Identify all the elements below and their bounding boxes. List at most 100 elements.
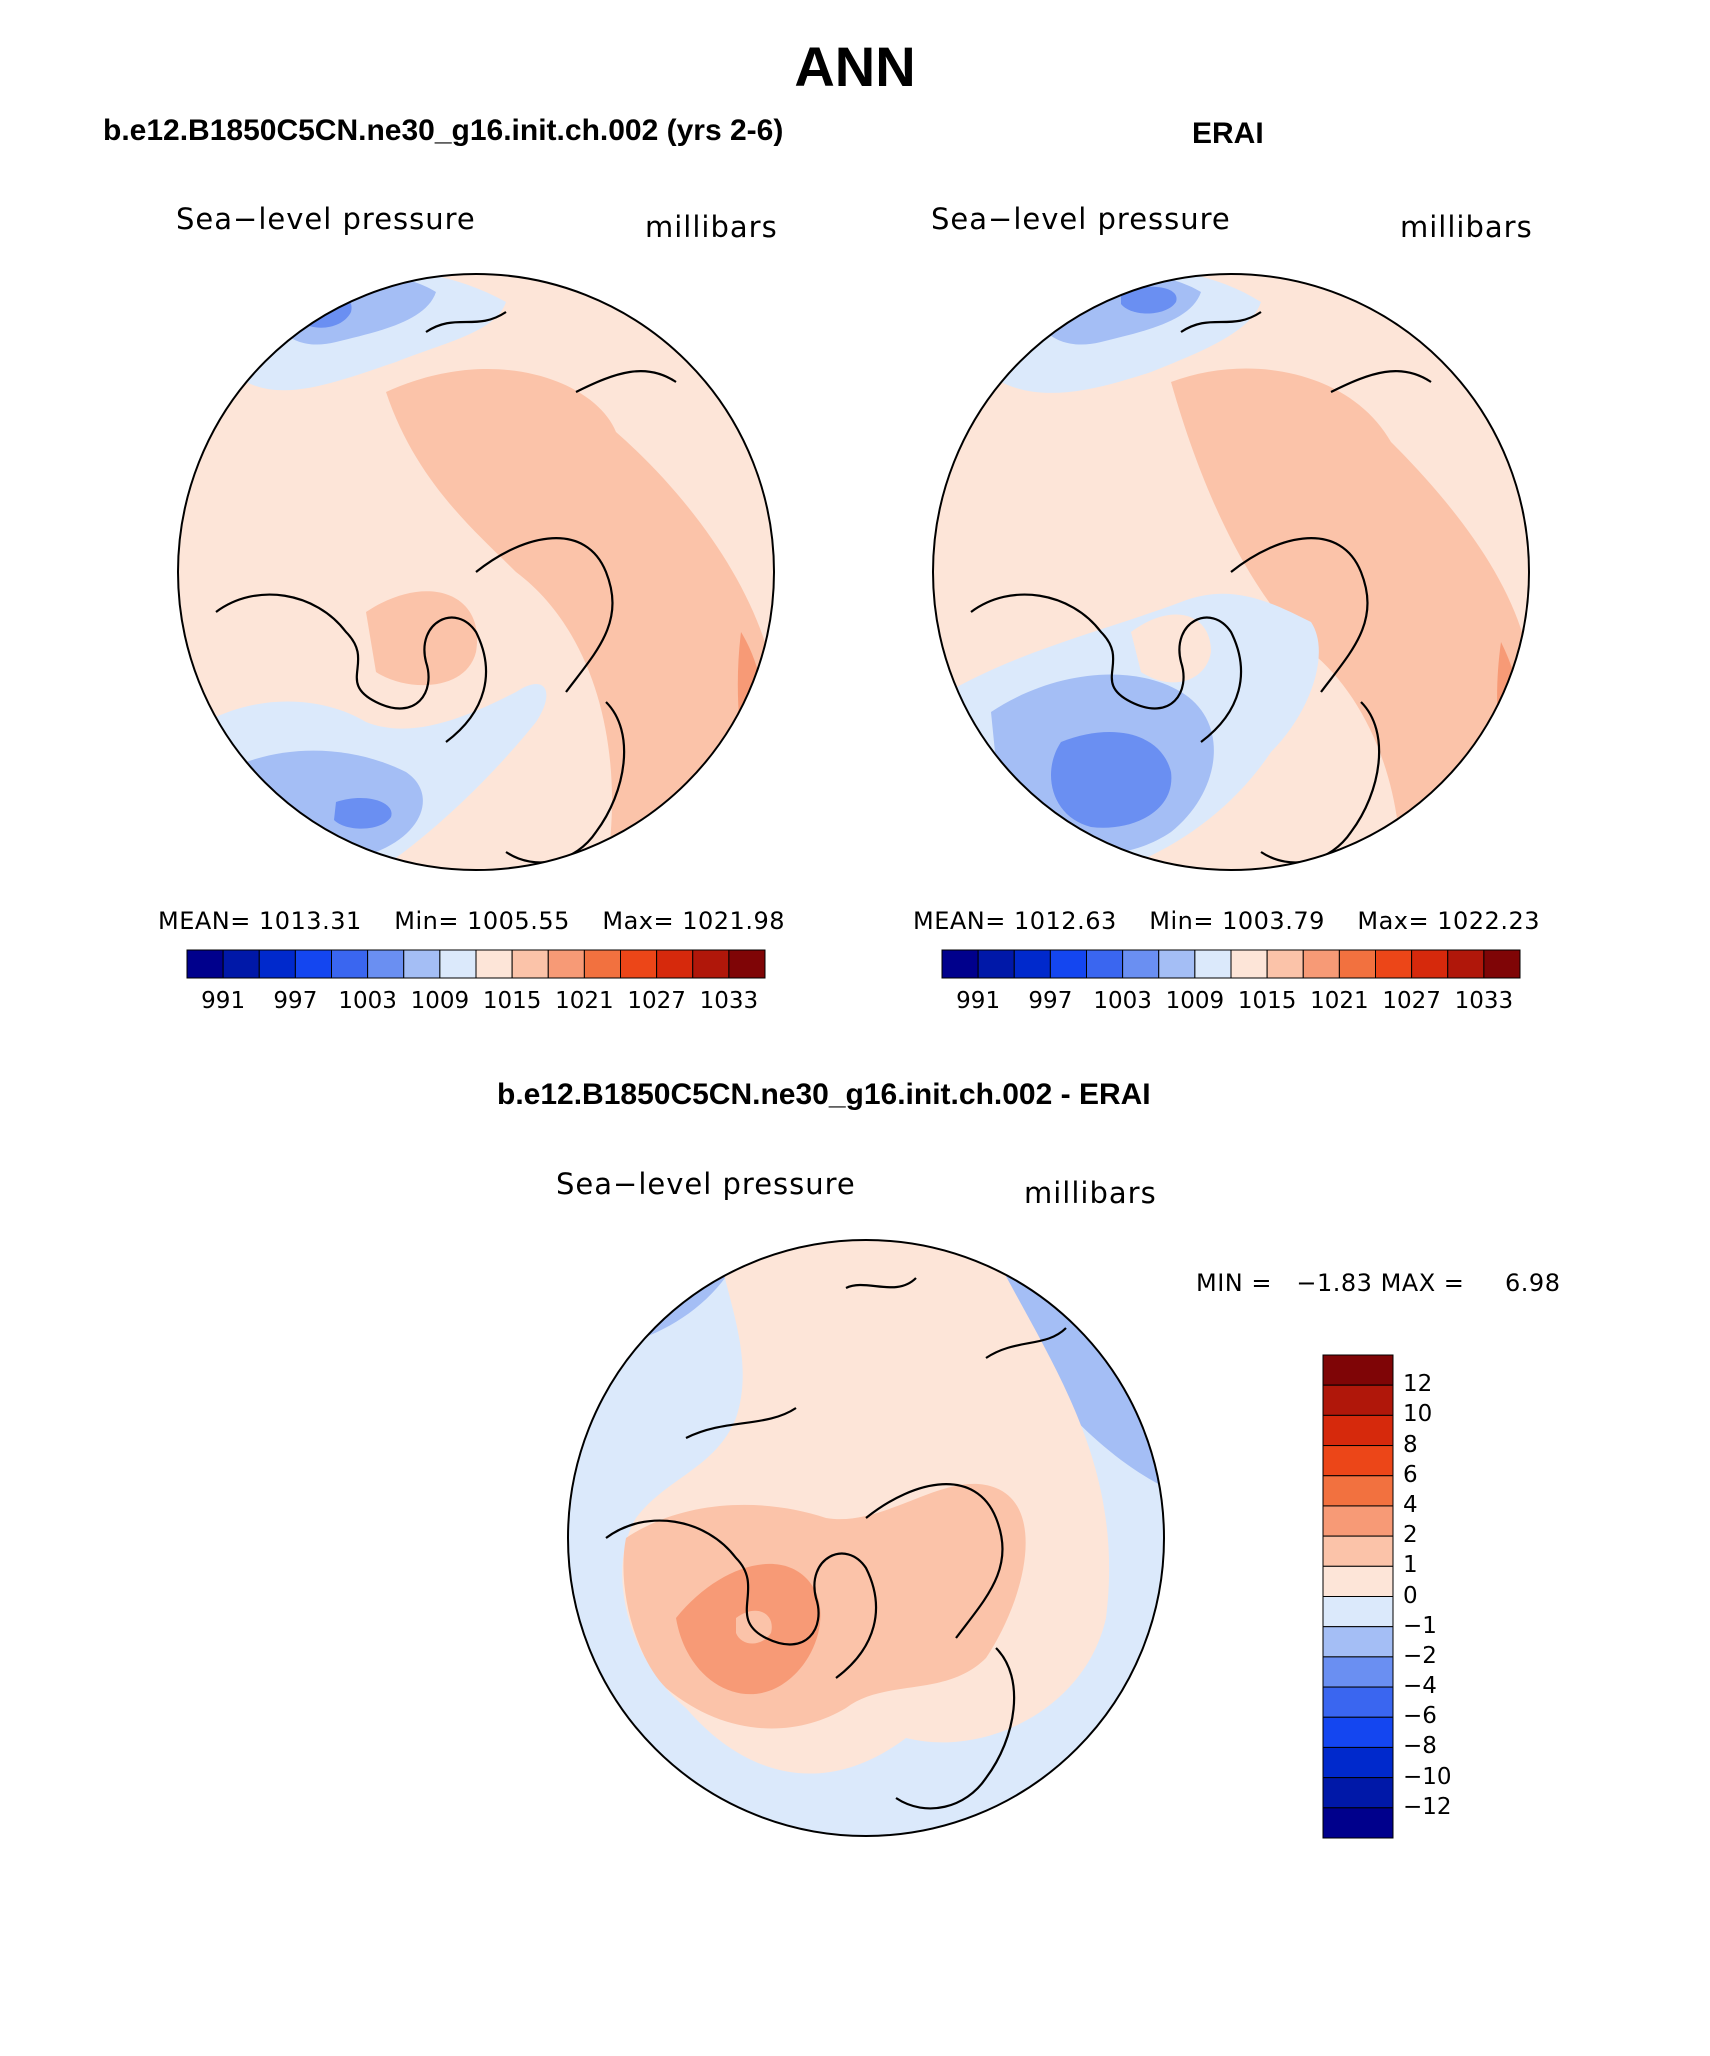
units-label-difference: millibars (1024, 1176, 1157, 1210)
colorbar-tick-label: 0 (1403, 1582, 1418, 1609)
high-pressure-region (1497, 642, 1526, 812)
colorbar-tick-label: −10 (1403, 1763, 1452, 1790)
colorbar-tick-label: 991 (956, 988, 1001, 1014)
variable-label-erai: Sea−level pressure (931, 202, 1231, 236)
colorbar-swatch (1086, 949, 1124, 979)
colorbar-swatch (1322, 1716, 1394, 1748)
stats-line-erai: MEAN= 1012.63 Min= 1003.79 Max= 1022.23 (913, 907, 1540, 935)
polar-map-erai (932, 273, 1530, 871)
colorbar-tick-label: 12 (1403, 1371, 1433, 1398)
colorbar-tick-label: 1009 (1165, 988, 1225, 1014)
colorbar-swatch (620, 949, 658, 979)
variable-label-difference: Sea−level pressure (556, 1167, 856, 1201)
colorbar-tick-label: 1027 (627, 988, 686, 1014)
colorbar-swatch (1322, 1746, 1394, 1779)
colorbar-swatch (1322, 1475, 1394, 1507)
colorbar-model (186, 949, 766, 979)
colorbar-tick-label: −6 (1403, 1703, 1437, 1730)
colorbar-swatch (547, 949, 585, 979)
colorbar-swatch (1447, 949, 1485, 979)
colorbar-swatch (511, 949, 549, 979)
colorbar-tick-label: 6 (1403, 1461, 1418, 1488)
max-label: MAX = (1380, 1269, 1465, 1297)
colorbar-swatch (1322, 1777, 1394, 1809)
stats-line-model: MEAN= 1013.31 Min= 1005.55 Max= 1021.98 (158, 907, 785, 935)
colorbar-tick-label: −4 (1403, 1673, 1437, 1700)
colorbar-swatch (941, 949, 979, 979)
panel-title-erai: ERAI (1192, 117, 1264, 150)
colorbar-swatch (583, 949, 621, 979)
mean-label: MEAN= (913, 907, 1006, 935)
colorbar-swatch (1322, 1565, 1394, 1597)
max-value: 1022.23 (1437, 907, 1540, 935)
colorbar-swatch (1375, 949, 1413, 979)
greenland-high (1131, 614, 1211, 683)
colorbar-swatch (1483, 949, 1521, 979)
max-label: Max= (1357, 907, 1430, 935)
positive-anomaly-field (1171, 368, 1529, 870)
colorbar-tick-label: 2 (1403, 1522, 1418, 1549)
mean-label: MEAN= (158, 907, 251, 935)
colorbar-swatch (1266, 949, 1304, 979)
colorbar-tick-label: 1021 (555, 988, 614, 1014)
colorbar-tick-label: 1 (1403, 1552, 1418, 1579)
min-value: 1003.79 (1222, 907, 1325, 935)
colorbar-swatch (1338, 949, 1376, 979)
greenland-high (366, 591, 478, 686)
variable-label-model: Sea−level pressure (176, 202, 476, 236)
colorbar-tick-label: −8 (1403, 1733, 1437, 1760)
colorbar-swatch (1013, 949, 1051, 979)
colorbar-tick-label: 1003 (338, 988, 397, 1014)
colorbar-swatch (1158, 949, 1196, 979)
colorbar-swatch (222, 949, 260, 979)
colorbar-tick-label: −12 (1403, 1793, 1452, 1820)
max-value: 1021.98 (682, 907, 785, 935)
high-pressure-region (737, 632, 770, 832)
polar-map-difference (567, 1239, 1165, 1837)
colorbar-tick-label: 1021 (1310, 988, 1369, 1014)
colorbar-swatch (1322, 1445, 1394, 1477)
colorbar-tick-label: 1033 (1454, 988, 1514, 1014)
colorbar-swatch (1322, 1354, 1394, 1386)
colorbar-tick-label: 10 (1403, 1401, 1433, 1428)
colorbar-tick-label: −1 (1403, 1612, 1437, 1639)
low-pressure-minimum (1051, 732, 1172, 828)
colorbar-swatch (186, 949, 224, 979)
min-label: MIN = (1196, 1269, 1272, 1297)
min-value: −1.83 (1296, 1269, 1373, 1297)
colorbar-swatch (1322, 1656, 1394, 1688)
panel-title-model: b.e12.B1850C5CN.ne30_g16.init.ch.002 (yr… (103, 114, 784, 147)
colorbar-swatch (1322, 1505, 1394, 1537)
colorbar-swatch (692, 949, 730, 979)
max-label: Max= (602, 907, 675, 935)
stats-line-difference: MIN = −1.83 MAX = 6.98 (1196, 1269, 1560, 1297)
min-value: 1005.55 (467, 907, 570, 935)
colorbar-swatch (1322, 1414, 1394, 1447)
colorbar-tick-label: 1015 (482, 988, 542, 1014)
mean-value: 1013.31 (259, 907, 362, 935)
mean-value: 1012.63 (1014, 907, 1117, 935)
colorbar-swatch (475, 949, 513, 979)
colorbar-tick-label: 8 (1403, 1431, 1418, 1458)
colorbar-swatch (403, 949, 441, 979)
colorbar-tick-label: 4 (1403, 1491, 1418, 1518)
colorbar-erai (941, 949, 1521, 979)
low-pressure-minimum (334, 797, 392, 829)
colorbar-difference (1322, 1354, 1394, 1839)
polar-map-model (177, 273, 775, 871)
colorbar-swatch (1230, 949, 1268, 979)
colorbar-tick-label: −2 (1403, 1642, 1437, 1669)
colorbar-tick-label: 1027 (1382, 988, 1441, 1014)
colorbar-swatch (294, 949, 332, 979)
max-value: 6.98 (1505, 1269, 1561, 1297)
colorbar-tick-label: 997 (273, 988, 318, 1014)
min-label: Min= (394, 907, 459, 935)
colorbar-tick-label: 1033 (699, 988, 759, 1014)
colorbar-swatch (656, 949, 694, 979)
colorbar-swatch (1322, 1807, 1394, 1839)
colorbar-tick-label: 997 (1028, 988, 1073, 1014)
colorbar-tick-label: 1015 (1237, 988, 1297, 1014)
figure-title: ANN (794, 35, 916, 98)
positive-anomaly-field (386, 369, 774, 870)
low-pressure-core (206, 750, 423, 861)
